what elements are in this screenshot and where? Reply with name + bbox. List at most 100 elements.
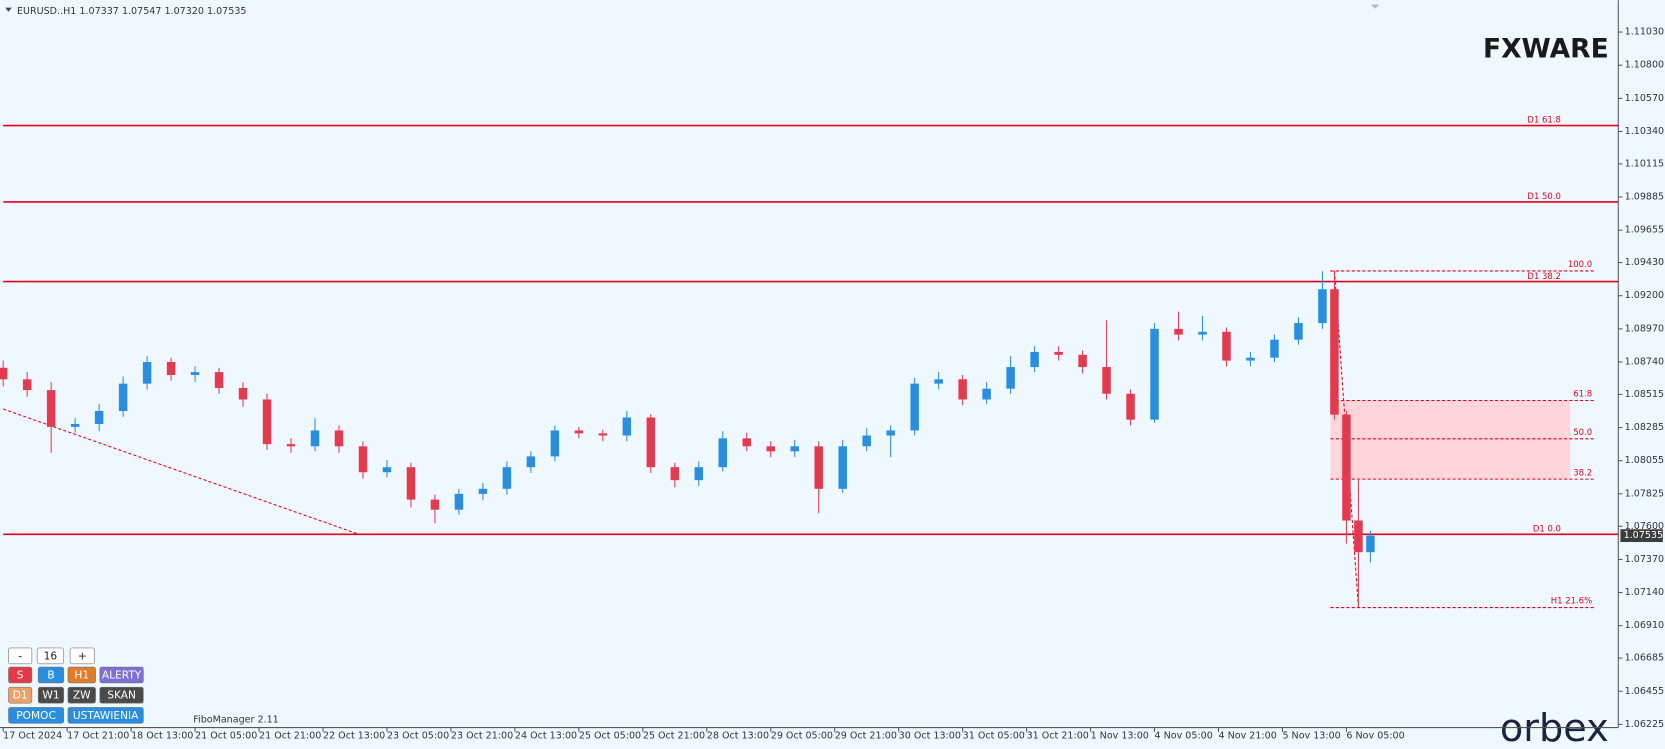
panel-button[interactable]: + bbox=[69, 647, 95, 665]
candle-body bbox=[1294, 323, 1303, 340]
x-tick-label: 23 Oct 05:00 bbox=[387, 731, 449, 742]
button-bg bbox=[37, 686, 65, 704]
candle-body bbox=[694, 467, 704, 481]
fxware-logo: FXWARE bbox=[1483, 34, 1609, 65]
y-tick-label: 1.09200 bbox=[1625, 290, 1664, 301]
panel-button[interactable]: D1 bbox=[8, 686, 33, 704]
y-tick-label: 1.08740 bbox=[1625, 357, 1664, 368]
x-tick-label: 5 Nov 13:00 bbox=[1282, 731, 1340, 742]
scroll-marker bbox=[1370, 4, 1380, 9]
button-label: USTAWIENIA bbox=[73, 709, 139, 722]
button-bg bbox=[99, 666, 144, 684]
fibo-label: 61.8 bbox=[1573, 390, 1592, 400]
y-tick-label: 1.06910 bbox=[1625, 620, 1664, 631]
panel-button[interactable]: B bbox=[37, 666, 65, 684]
candle-body bbox=[598, 433, 608, 436]
candle-body bbox=[526, 456, 536, 468]
panel-button[interactable]: SKAN bbox=[99, 686, 144, 704]
candle-body bbox=[70, 423, 80, 427]
high: 1.07547 bbox=[122, 5, 161, 16]
candle-body bbox=[1054, 351, 1063, 355]
level-label: D1 50.0 bbox=[1527, 192, 1561, 202]
candle-body bbox=[190, 372, 200, 375]
y-tick-label: 1.07370 bbox=[1625, 554, 1664, 565]
x-tick-label: 17 Oct 21:00 bbox=[67, 731, 129, 742]
y-tick-label: 1.07825 bbox=[1625, 488, 1664, 499]
low: 1.07320 bbox=[164, 5, 203, 16]
y-tick-label: 1.10570 bbox=[1625, 93, 1664, 104]
button-bg bbox=[36, 647, 65, 665]
x-tick-label: 18 Oct 13:00 bbox=[131, 731, 193, 742]
x-tick-label: 29 Oct 05:00 bbox=[771, 731, 833, 742]
y-tick-label: 1.10115 bbox=[1625, 158, 1664, 169]
panel-button[interactable]: - bbox=[8, 647, 33, 665]
candle-body bbox=[310, 430, 320, 447]
button-bg bbox=[99, 686, 144, 704]
candle-body bbox=[1150, 328, 1159, 420]
candle-body bbox=[766, 446, 776, 452]
button-label: ZW bbox=[73, 689, 91, 702]
candle-body bbox=[1330, 289, 1339, 415]
candle-body bbox=[430, 499, 440, 510]
x-tick-label: 21 Oct 21:00 bbox=[259, 731, 321, 742]
x-tick-label: 4 Nov 05:00 bbox=[1155, 731, 1213, 742]
y-tick-label: 1.10340 bbox=[1625, 126, 1664, 137]
candle-body bbox=[862, 435, 871, 447]
x-tick-label: 31 Oct 21:00 bbox=[1027, 731, 1089, 742]
x-tick-label: 6 Nov 05:00 bbox=[1346, 731, 1404, 742]
y-tick-label: 1.09885 bbox=[1625, 192, 1664, 203]
candle-body bbox=[118, 383, 128, 411]
menu-triangle bbox=[5, 7, 12, 12]
candle-body bbox=[790, 446, 799, 452]
candle-body bbox=[214, 372, 224, 388]
button-label: D1 bbox=[13, 689, 28, 702]
panel-button[interactable]: W1 bbox=[37, 686, 65, 704]
button-bg bbox=[8, 647, 33, 665]
candle-body bbox=[1126, 393, 1135, 420]
panel-button[interactable]: ZW bbox=[67, 686, 96, 704]
panel-button[interactable]: ALERTY bbox=[99, 666, 144, 684]
candle-body bbox=[1078, 354, 1087, 368]
trendline bbox=[3, 408, 360, 535]
candle-body bbox=[670, 467, 680, 481]
panel-button[interactable]: H1 bbox=[67, 666, 96, 684]
orbex-logo: orbex bbox=[1500, 707, 1609, 749]
candle-body bbox=[478, 488, 488, 494]
header: EURUSD..H1 1.07337 1.07547 1.07320 1.075… bbox=[17, 5, 247, 16]
y-tick-label: 1.06455 bbox=[1625, 686, 1664, 697]
y-tick-label: 1.08055 bbox=[1625, 455, 1664, 466]
panel-button[interactable]: USTAWIENIA bbox=[67, 707, 144, 724]
x-tick-label: 17 Oct 2024 bbox=[3, 731, 62, 742]
candle-body bbox=[238, 387, 248, 400]
x-tick-label: 28 Oct 13:00 bbox=[707, 731, 769, 742]
y-tick-label: 1.08970 bbox=[1625, 323, 1664, 334]
x-tick-label: 25 Oct 05:00 bbox=[579, 731, 641, 742]
button-label: S bbox=[17, 669, 24, 682]
candle-body bbox=[1222, 331, 1231, 361]
button-label: H1 bbox=[74, 669, 89, 682]
panel-button[interactable]: S bbox=[8, 666, 33, 684]
button-bg bbox=[8, 686, 33, 704]
button-bg bbox=[8, 666, 33, 684]
y-tick-label: 1.09430 bbox=[1625, 257, 1664, 268]
panel-button[interactable]: POMOC bbox=[8, 707, 65, 724]
symbol: EURUSD..H1 bbox=[17, 5, 76, 16]
candle-body bbox=[622, 417, 632, 436]
button-bg bbox=[8, 707, 65, 724]
candle-body bbox=[142, 362, 152, 384]
x-tick-label: 30 Oct 13:00 bbox=[899, 731, 961, 742]
fibo-label: H1 21.6% bbox=[1551, 597, 1592, 607]
current-price-label: 1.07535 bbox=[1624, 530, 1663, 541]
candle-body bbox=[910, 383, 919, 431]
x-tick-label: 4 Nov 21:00 bbox=[1219, 731, 1277, 742]
panel-button[interactable]: 16 bbox=[36, 647, 65, 665]
candle-body bbox=[0, 367, 8, 380]
candle-body bbox=[406, 467, 416, 500]
candle-body bbox=[982, 388, 991, 400]
candle-body bbox=[502, 467, 512, 489]
button-label: W1 bbox=[42, 689, 59, 702]
level-label: D1 0.0 bbox=[1533, 525, 1561, 535]
candle-body bbox=[1270, 339, 1279, 358]
candle-body bbox=[334, 430, 344, 447]
